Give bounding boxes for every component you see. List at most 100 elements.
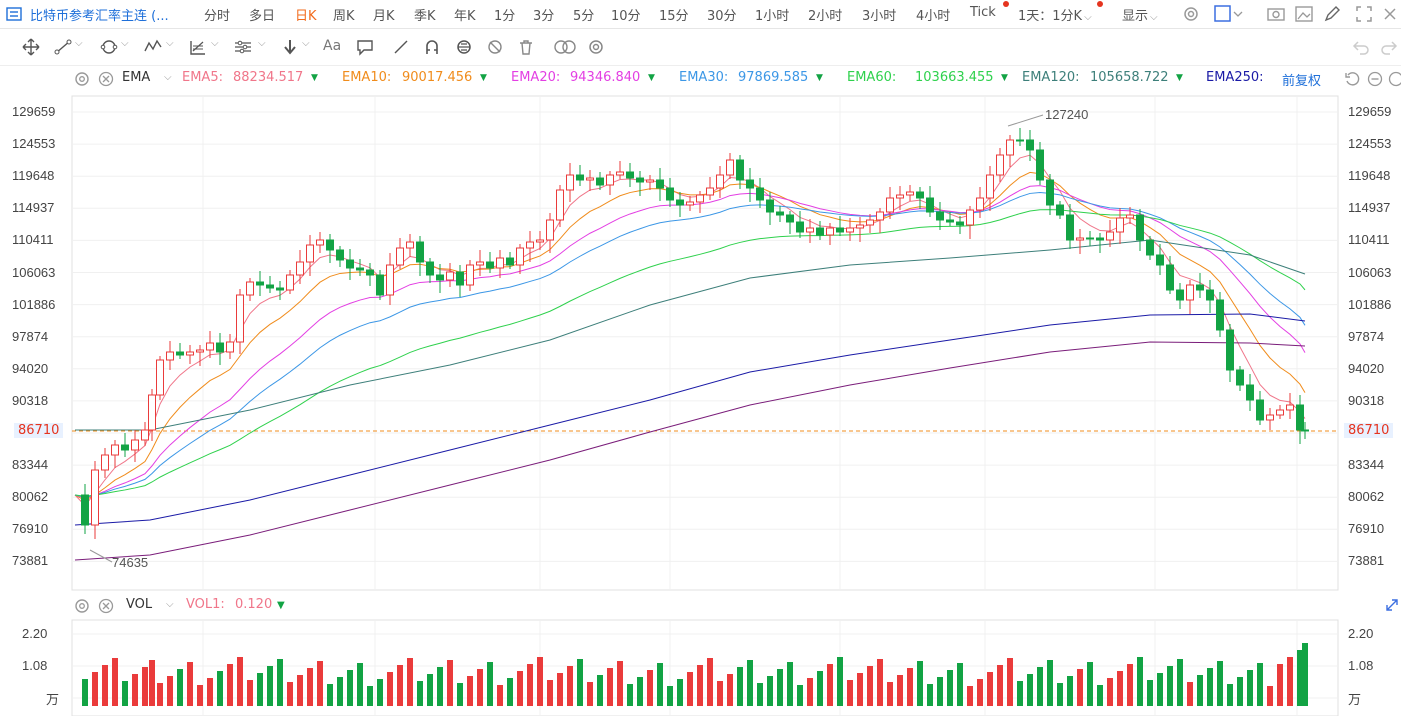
chevron-down-icon[interactable]: ⌵ [164,72,172,83]
tab-period-2[interactable]: 日K [295,9,317,24]
pattern-icon[interactable] [232,37,254,57]
price-axis-label-left: 129659 [12,104,56,119]
ruler-icon[interactable] [390,37,412,57]
magnet-icon[interactable] [421,37,443,57]
tab-period-16[interactable]: 4小时 [916,9,951,24]
camera-icon[interactable] [1266,4,1286,24]
reset-icon[interactable] [1343,70,1361,88]
fullscreen-icon[interactable] [1354,4,1374,24]
indicator-settings-icon[interactable] [73,70,91,88]
redo-icon[interactable] [1378,37,1400,57]
candle-body [646,179,654,183]
close-icon[interactable] [1380,4,1400,24]
triangle-down-icon[interactable]: ▼ [1176,73,1183,83]
color-select-icon[interactable] [1214,4,1244,24]
ema-line-4 [74,209,1306,497]
tab-period-9[interactable]: 5分 [573,9,595,24]
candle-body [141,429,149,441]
adjust-label[interactable]: 前复权 [1282,74,1322,89]
pencil-icon[interactable] [1322,4,1342,24]
candle-body [426,261,434,276]
volume-bar [427,674,433,706]
wave-icon[interactable] [142,37,164,57]
triangle-down-icon[interactable]: ▼ [648,73,655,83]
candle-body [716,174,724,189]
arrow-down-icon[interactable] [279,37,301,57]
tab-period-13[interactable]: 1小时 [755,9,790,24]
symbol-list-icon[interactable] [4,4,24,24]
chevron-down-icon[interactable]: ⌵ [166,599,174,610]
chevron-down-icon[interactable]: ⌵ [211,38,219,49]
lock-drawing-icon[interactable] [453,37,475,57]
price-axis-label-left: 94020 [12,360,49,376]
triangle-down-icon[interactable]: ▼ [1001,73,1008,83]
volume-bar [517,671,523,706]
low-price-annotation: 74635 [112,555,149,570]
tab-period-6[interactable]: 年K [454,9,476,24]
volume-bar [277,659,283,706]
price-chart[interactable] [0,92,1401,716]
range-dropdown[interactable]: 1天：1分K ⌵ [1018,5,1092,24]
more-icon[interactable] [1387,70,1401,88]
volume-bar [967,686,973,706]
trash-icon[interactable] [515,37,537,57]
indicator-close-icon[interactable] [97,70,115,88]
instrument-title[interactable]: 比特币参考汇率主连 (... [30,9,169,24]
tab-period-12[interactable]: 30分 [707,9,737,24]
move-icon[interactable] [20,37,42,57]
tab-period-5[interactable]: 季K [414,9,436,24]
top-bar: 比特币参考汇率主连 (... 分时 多日 日K 周K 月K 季K 年K 1分 3分 5分 10分 15… [0,0,1401,29]
candle-body [626,171,634,179]
tab-period-7[interactable]: 1分 [494,9,516,24]
candle-body [616,171,624,176]
candle-body [566,174,574,191]
chevron-down-icon[interactable]: ⌵ [75,38,83,49]
candle-body [186,351,194,356]
minus-icon[interactable] [1366,70,1384,88]
tab-period-3[interactable]: 周K [333,9,355,24]
volume-bar [1302,643,1308,706]
candle-body [536,239,544,243]
triangle-down-icon[interactable]: ▼ [480,73,487,83]
tab-period-1[interactable]: 多日 [249,9,276,24]
text-tool-icon[interactable]: Aa [323,38,342,54]
tab-period-17[interactable]: Tick [970,5,996,20]
tab-period-0[interactable]: 分时 [204,9,231,24]
tab-period-11[interactable]: 15分 [659,9,689,24]
settings-icon[interactable] [1181,4,1201,24]
comment-icon[interactable] [354,37,376,57]
tab-period-14[interactable]: 2小时 [808,9,843,24]
compare-icon[interactable] [552,37,578,57]
chevron-down-icon[interactable]: ⌵ [166,38,174,49]
ema-label-2: EMA20: [511,70,561,85]
image-icon[interactable] [1294,4,1314,24]
volume-bar [1177,659,1183,706]
tab-period-8[interactable]: 3分 [533,9,555,24]
undo-icon[interactable] [1350,37,1372,57]
tab-period-4[interactable]: 月K [373,9,395,24]
expand-icon[interactable] [1384,597,1400,613]
chevron-down-icon[interactable]: ⌵ [121,38,129,49]
triangle-down-icon[interactable]: ▼ [816,73,823,83]
volume-close-icon[interactable] [97,597,115,615]
volume-settings-icon[interactable] [73,597,91,615]
tab-period-15[interactable]: 3小时 [862,9,897,24]
volume-bar [957,663,963,706]
fibonacci-icon[interactable] [187,37,209,57]
candle-body [1026,139,1034,151]
candle-body [866,219,874,226]
display-dropdown[interactable]: 显示 ⌵ [1122,5,1158,24]
triangle-down-icon[interactable]: ▼ [311,73,318,83]
hide-drawing-icon[interactable] [484,37,506,57]
chevron-down-icon[interactable]: ⌵ [258,38,266,49]
gear-icon[interactable] [585,37,607,57]
indicator-name[interactable]: EMA [122,70,151,85]
tab-period-10[interactable]: 10分 [611,9,641,24]
volume-bar [557,673,563,706]
chevron-down-icon[interactable]: ⌵ [302,38,310,49]
trend-line-icon[interactable] [52,37,74,57]
candle-body [836,227,844,233]
cycle-icon[interactable] [98,37,120,57]
chevron-down-icon: ⌵ [1084,12,1092,23]
volume-indicator-name[interactable]: VOL [126,597,153,612]
